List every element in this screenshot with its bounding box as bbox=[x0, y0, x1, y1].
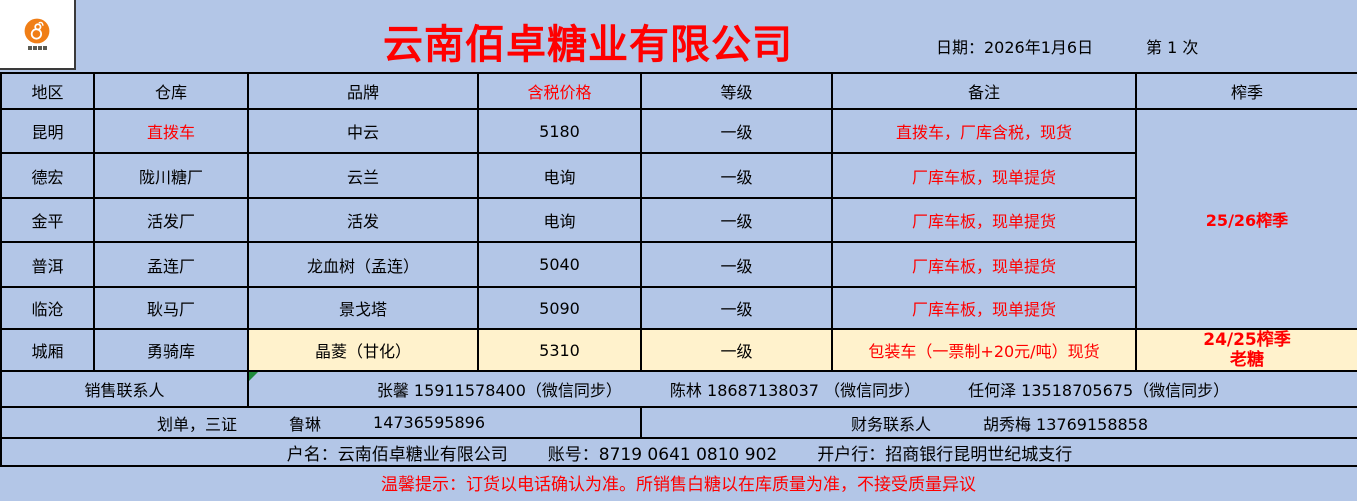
finance-contact: 胡秀梅 13769158858 bbox=[982, 414, 1149, 434]
cell-grade: 一级 bbox=[640, 108, 833, 154]
billing-finance-row: 划单，三证 鲁琳 14736595896 财务联系人 胡秀梅 137691588… bbox=[0, 406, 1357, 439]
col-header-price: 含税价格 bbox=[477, 72, 642, 110]
header-row: 地区 仓库 品牌 含税价格 等级 备注 榨季 bbox=[0, 72, 1357, 110]
cell-brand: 中云 bbox=[247, 108, 479, 154]
cell-warehouse: 孟连厂 bbox=[93, 241, 249, 288]
cell-brand: 活发 bbox=[247, 197, 479, 243]
cell-remark: 厂库车板，现单提货 bbox=[831, 241, 1137, 288]
bank-account-row: 户名：云南佰卓糖业有限公司 账号：8719 0641 0810 902 开户行：… bbox=[0, 437, 1357, 467]
table-row-highlighted: 城厢 勇骑库 晶菱（甘化） 5310 一级 包装车（一票制+20元/吨）现货 2… bbox=[0, 328, 1357, 372]
cell-price: 5090 bbox=[477, 286, 642, 330]
col-header-region: 地区 bbox=[0, 72, 95, 110]
company-logo bbox=[0, 0, 76, 70]
cell-grade: 一级 bbox=[640, 286, 833, 330]
cell-error-indicator-icon bbox=[250, 373, 258, 381]
cell-remark: 厂库车板，现单提货 bbox=[831, 152, 1137, 199]
cell-price: 电询 bbox=[477, 197, 642, 243]
sales-contact-1: 张馨 15911578400（微信同步） bbox=[376, 381, 622, 400]
logo-gourd-icon bbox=[24, 18, 50, 44]
account-bank: 开户行：招商银行昆明世纪城支行 bbox=[817, 444, 1073, 465]
cell-warehouse: 活发厂 bbox=[93, 197, 249, 243]
cell-price: 5310 bbox=[477, 328, 642, 372]
warm-notice: 温馨提示：订货以电话确认为准。所销售白糖以在库质量为准，不接受质量异议 bbox=[381, 474, 976, 495]
cell-warehouse: 直拨车 bbox=[93, 108, 249, 154]
account-name: 户名：云南佰卓糖业有限公司 bbox=[286, 444, 508, 465]
account-number: 账号：8719 0641 0810 902 bbox=[547, 444, 778, 465]
cell-region: 普洱 bbox=[0, 241, 95, 288]
table-row: 普洱 孟连厂 龙血树（孟连） 5040 一级 厂库车板，现单提货 bbox=[0, 241, 1357, 288]
col-header-remark: 备注 bbox=[831, 72, 1137, 110]
table-row: 金平 活发厂 活发 电询 一级 厂库车板，现单提货 bbox=[0, 197, 1357, 243]
cell-price: 5180 bbox=[477, 108, 642, 154]
table-row: 昆明 直拨车 中云 5180 一级 直拨车，厂库含税，现货 25/26榨季 bbox=[0, 108, 1357, 330]
cell-brand: 景戈塔 bbox=[247, 286, 479, 330]
cell-price: 5040 bbox=[477, 241, 642, 288]
cell-grade: 一级 bbox=[640, 241, 833, 288]
cell-grade: 一级 bbox=[640, 328, 833, 372]
cell-region: 临沧 bbox=[0, 286, 95, 330]
cell-region: 金平 bbox=[0, 197, 95, 243]
logo-caption bbox=[27, 46, 47, 50]
table-row: 德宏 陇川糖厂 云兰 电询 一级 厂库车板，现单提货 bbox=[0, 152, 1357, 199]
finance-cell: 财务联系人 胡秀梅 13769158858 bbox=[640, 406, 1357, 439]
cell-warehouse: 耿马厂 bbox=[93, 286, 249, 330]
finance-label: 财务联系人 bbox=[850, 414, 931, 434]
cell-remark: 厂库车板，现单提货 bbox=[831, 286, 1137, 330]
cell-region: 城厢 bbox=[0, 328, 95, 372]
sales-contacts-cell: 张馨 15911578400（微信同步） 陈林 18687138037 （微信同… bbox=[247, 370, 1357, 408]
season-line2: 老糖 bbox=[1230, 350, 1264, 370]
cell-season-old: 24/25榨季 老糖 bbox=[1135, 328, 1357, 372]
sales-contacts-row: 销售联系人 张馨 15911578400（微信同步） 陈林 1868713803… bbox=[0, 370, 1357, 408]
cell-brand: 龙血树（孟连） bbox=[247, 241, 479, 288]
date-label: 日期：2026年1月6日 bbox=[936, 38, 1094, 57]
col-header-grade: 等级 bbox=[640, 72, 833, 110]
cell-price: 电询 bbox=[477, 152, 642, 199]
sales-contact-label: 销售联系人 bbox=[0, 370, 249, 408]
cell-warehouse: 勇骑库 bbox=[93, 328, 249, 372]
cell-grade: 一级 bbox=[640, 197, 833, 243]
billing-phone: 14736595896 bbox=[373, 413, 485, 432]
cell-remark: 厂库车板，现单提货 bbox=[831, 197, 1137, 243]
cell-brand: 云兰 bbox=[247, 152, 479, 199]
cell-season-merged: 25/26榨季 bbox=[1135, 108, 1357, 330]
sales-contact-3: 任何泽 13518705675（微信同步） bbox=[968, 381, 1230, 400]
cell-remark: 直拨车，厂库含税，现货 bbox=[831, 108, 1137, 154]
table-row: 临沧 耿马厂 景戈塔 5090 一级 厂库车板，现单提货 bbox=[0, 286, 1357, 330]
bank-account-cell: 户名：云南佰卓糖业有限公司 账号：8719 0641 0810 902 开户行：… bbox=[0, 437, 1357, 467]
season-line1: 24/25榨季 bbox=[1203, 330, 1291, 350]
price-table: 地区 仓库 品牌 含税价格 等级 备注 榨季 昆明 直拨车 中云 5180 一级… bbox=[0, 72, 1357, 467]
billing-cell: 划单，三证 鲁琳 14736595896 bbox=[0, 406, 642, 439]
cell-region: 昆明 bbox=[0, 108, 95, 154]
cell-grade: 一级 bbox=[640, 152, 833, 199]
page-title: 云南佰卓糖业有限公司 bbox=[383, 21, 793, 68]
col-header-warehouse: 仓库 bbox=[93, 72, 249, 110]
issue-number-label: 第 1 次 bbox=[1146, 38, 1199, 57]
cell-warehouse: 陇川糖厂 bbox=[93, 152, 249, 199]
sales-contact-2: 陈林 18687138037 （微信同步） bbox=[669, 381, 921, 400]
col-header-brand: 品牌 bbox=[247, 72, 479, 110]
billing-label: 划单，三证 bbox=[156, 414, 237, 434]
cell-remark: 包装车（一票制+20元/吨）现货 bbox=[831, 328, 1137, 372]
cell-region: 德宏 bbox=[0, 152, 95, 199]
col-header-season: 榨季 bbox=[1135, 72, 1357, 110]
cell-brand: 晶菱（甘化） bbox=[247, 328, 479, 372]
billing-name: 鲁琳 bbox=[289, 414, 322, 434]
